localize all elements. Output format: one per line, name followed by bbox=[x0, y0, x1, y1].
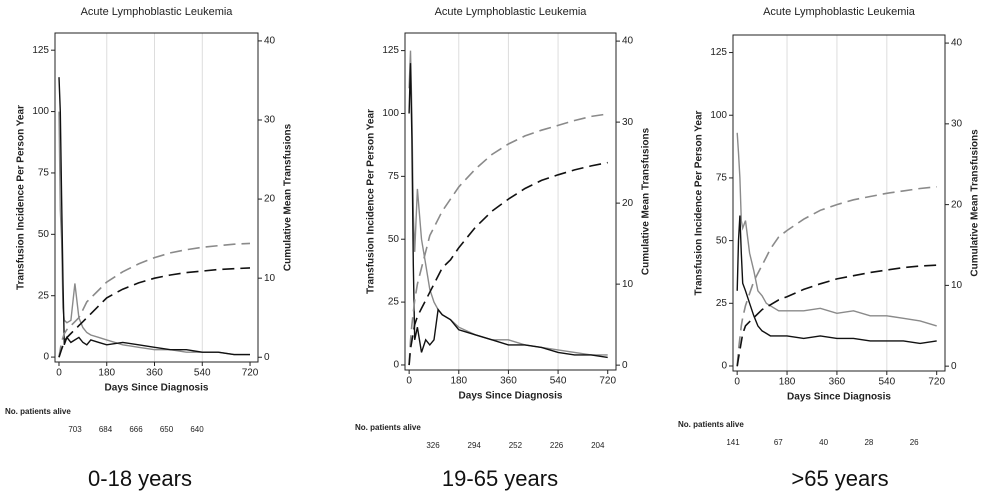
y2-tick-label: 30 bbox=[622, 117, 634, 128]
x-tick-label: 360 bbox=[146, 368, 163, 379]
x-tick-label: 540 bbox=[194, 368, 211, 379]
at-risk-count: 28 bbox=[864, 438, 873, 447]
y-tick-label: 50 bbox=[716, 235, 728, 246]
y2-tick-label: 10 bbox=[264, 273, 276, 284]
y2-axis-label: Cumulative Mean Transfusions bbox=[283, 123, 294, 271]
series-line bbox=[58, 267, 251, 358]
x-tick-label: 720 bbox=[599, 376, 616, 387]
y2-tick-label: 0 bbox=[951, 361, 957, 372]
y-tick-label: 0 bbox=[721, 361, 727, 372]
x-tick-label: 180 bbox=[779, 377, 796, 388]
chart-title: Acute Lymphoblastic Leukemia bbox=[435, 6, 588, 18]
y-axis-label: Transfusion Incidence Per Person Year bbox=[16, 105, 27, 290]
at-risk-count: 640 bbox=[190, 425, 204, 434]
series-line bbox=[736, 186, 937, 367]
chart-title: Acute Lymphoblastic Leukemia bbox=[763, 6, 916, 18]
y2-tick-label: 0 bbox=[264, 352, 270, 363]
series-line bbox=[408, 113, 608, 366]
y-tick-label: 100 bbox=[710, 110, 727, 121]
at-risk-count: 252 bbox=[509, 441, 523, 450]
y2-tick-label: 40 bbox=[264, 36, 276, 47]
x-axis-label: Days Since Diagnosis bbox=[459, 391, 563, 402]
y-tick-label: 75 bbox=[38, 168, 50, 179]
y-tick-label: 25 bbox=[38, 290, 50, 301]
y2-tick-label: 20 bbox=[622, 198, 634, 209]
at-risk-count: 703 bbox=[68, 425, 82, 434]
series-line bbox=[58, 77, 250, 356]
x-tick-label: 540 bbox=[878, 377, 895, 388]
x-tick-label: 180 bbox=[450, 376, 467, 387]
y-tick-label: 100 bbox=[32, 106, 49, 117]
y2-tick-label: 20 bbox=[264, 194, 276, 205]
at-risk-count: 650 bbox=[160, 425, 174, 434]
at-risk-label: No. patients alive bbox=[355, 423, 421, 432]
y-tick-label: 50 bbox=[388, 234, 400, 245]
y-tick-label: 50 bbox=[38, 229, 50, 240]
x-tick-label: 0 bbox=[56, 368, 62, 379]
y2-tick-label: 10 bbox=[622, 279, 634, 290]
x-tick-label: 720 bbox=[242, 368, 259, 379]
at-risk-count: 40 bbox=[819, 438, 828, 447]
at-risk-count: 204 bbox=[591, 441, 605, 450]
series-line bbox=[408, 63, 608, 359]
series-line bbox=[408, 161, 608, 366]
y2-axis-label: Cumulative Mean Transfusions bbox=[641, 127, 652, 275]
y-tick-label: 125 bbox=[382, 45, 399, 56]
at-risk-count: 326 bbox=[426, 441, 440, 450]
x-axis-label: Days Since Diagnosis bbox=[105, 383, 209, 394]
series-line bbox=[736, 215, 937, 345]
plot-frame bbox=[732, 34, 946, 372]
y-tick-label: 0 bbox=[43, 352, 49, 363]
panel-caption: >65 years bbox=[791, 466, 888, 491]
x-tick-label: 360 bbox=[829, 377, 846, 388]
at-risk-count: 684 bbox=[99, 425, 113, 434]
y2-tick-label: 30 bbox=[264, 115, 276, 126]
at-risk-count: 141 bbox=[726, 438, 740, 447]
y-tick-label: 100 bbox=[382, 108, 399, 119]
series-line bbox=[736, 264, 937, 367]
at-risk-label: No. patients alive bbox=[5, 407, 71, 416]
x-tick-label: 720 bbox=[928, 377, 945, 388]
at-risk-count: 67 bbox=[774, 438, 783, 447]
y2-tick-label: 30 bbox=[951, 118, 963, 129]
at-risk-count: 26 bbox=[910, 438, 919, 447]
panel-caption: 0-18 years bbox=[88, 466, 192, 491]
y-axis-label: Transfusion Incidence Per Person Year bbox=[694, 110, 705, 295]
x-tick-label: 0 bbox=[406, 376, 412, 387]
y-tick-label: 75 bbox=[716, 173, 728, 184]
plot-frame bbox=[54, 32, 259, 363]
y2-tick-label: 10 bbox=[951, 280, 963, 291]
x-tick-label: 360 bbox=[500, 376, 517, 387]
x-tick-label: 180 bbox=[98, 368, 115, 379]
y2-axis-label: Cumulative Mean Transfusions bbox=[970, 129, 981, 277]
y2-tick-label: 40 bbox=[951, 38, 963, 49]
y2-tick-label: 0 bbox=[622, 360, 628, 371]
y2-tick-label: 20 bbox=[951, 199, 963, 210]
at-risk-count: 226 bbox=[550, 441, 564, 450]
y-tick-label: 125 bbox=[710, 47, 727, 58]
series-line bbox=[736, 132, 937, 327]
panel-caption: 19-65 years bbox=[442, 466, 558, 491]
x-tick-label: 540 bbox=[550, 376, 567, 387]
y-tick-label: 25 bbox=[388, 297, 400, 308]
at-risk-label: No. patients alive bbox=[678, 420, 744, 429]
y-tick-label: 0 bbox=[393, 360, 399, 371]
y-tick-label: 75 bbox=[388, 171, 400, 182]
y2-tick-label: 40 bbox=[622, 36, 634, 47]
series-line bbox=[58, 242, 251, 358]
at-risk-count: 294 bbox=[468, 441, 482, 450]
at-risk-count: 666 bbox=[129, 425, 143, 434]
y-tick-label: 25 bbox=[716, 298, 728, 309]
plot-frame bbox=[404, 32, 617, 371]
y-axis-label: Transfusion Incidence Per Person Year bbox=[366, 109, 377, 294]
chart-title: Acute Lymphoblastic Leukemia bbox=[81, 6, 234, 18]
y-tick-label: 125 bbox=[32, 45, 49, 56]
x-axis-label: Days Since Diagnosis bbox=[787, 392, 891, 403]
x-tick-label: 0 bbox=[734, 377, 740, 388]
